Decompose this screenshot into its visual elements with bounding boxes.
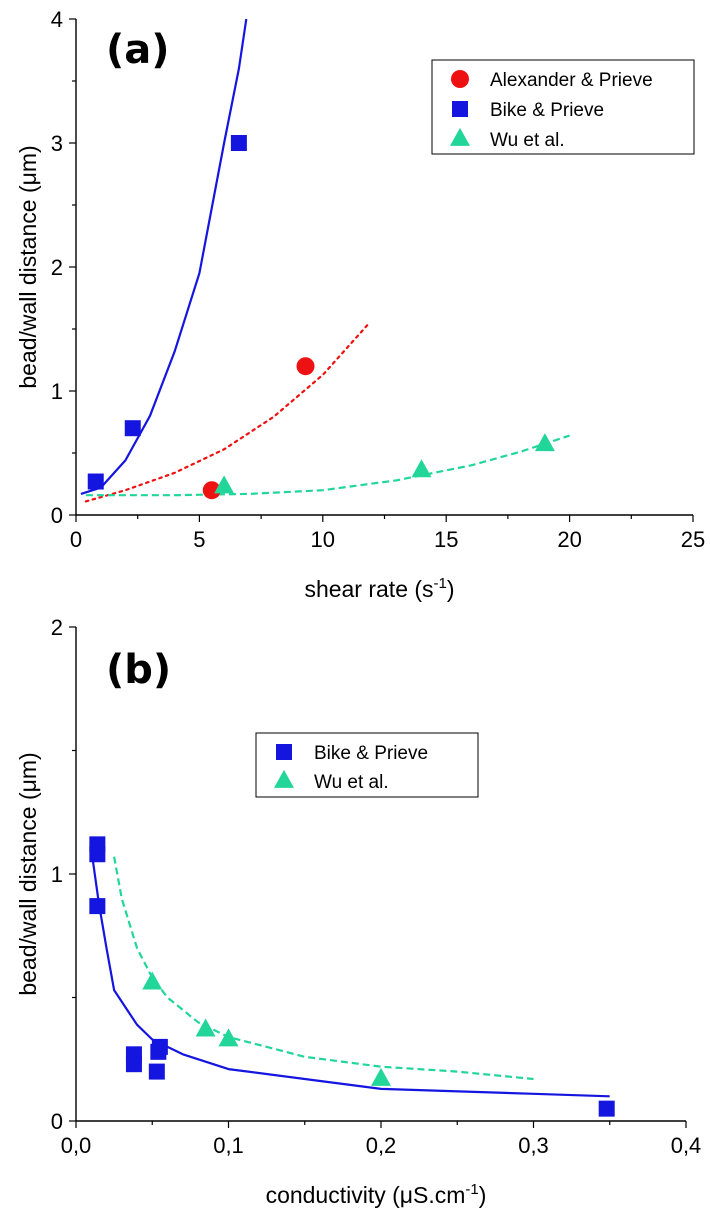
legend-marker-triangle xyxy=(450,127,470,146)
x-axis-title: shear rate (s-1) xyxy=(304,575,454,602)
fit-line-triangle xyxy=(113,856,534,1081)
panel-label: (b) xyxy=(106,647,171,693)
data-point-circle xyxy=(296,357,315,376)
x-tick-label: 5 xyxy=(193,527,205,552)
legend-marker-triangle xyxy=(274,769,294,788)
fit-line-triangle xyxy=(85,434,570,497)
x-axis-title-main: shear rate (s xyxy=(304,576,433,602)
y-tick-label: 2 xyxy=(51,615,63,640)
x-tick-label: 25 xyxy=(681,527,705,552)
fit-line-circle xyxy=(84,324,369,503)
x-tick-label: 0,3 xyxy=(518,1133,549,1158)
legend-label: Bike & Prieve xyxy=(490,100,604,121)
y-tick-label: 1 xyxy=(51,862,63,887)
data-point-triangle xyxy=(411,459,432,478)
x-tick-label: 15 xyxy=(434,527,458,552)
legend: Bike & Prieve Wu et al. xyxy=(255,732,479,798)
x-axis-title-tail: ) xyxy=(479,1182,487,1208)
data-point-square xyxy=(148,1063,165,1080)
data-point-square xyxy=(125,1056,142,1073)
x-axis-title-sup: -1 xyxy=(465,1181,478,1198)
y-tick-label: 0 xyxy=(51,503,63,528)
x-tick-label: 0,4 xyxy=(671,1133,702,1158)
y-tick-label: 1 xyxy=(51,379,63,404)
data-point-square xyxy=(87,473,104,490)
data-point-circle xyxy=(202,481,221,500)
data-point-triangle xyxy=(142,971,163,990)
data-point-triangle xyxy=(195,1018,216,1037)
legend-label: Bike & Prieve xyxy=(314,743,428,764)
data-point-triangle xyxy=(218,1028,239,1047)
y-tick-label: 4 xyxy=(51,7,63,32)
data-point-square xyxy=(89,898,106,915)
x-tick-label: 20 xyxy=(557,527,581,552)
x-tick-label: 10 xyxy=(311,527,335,552)
legend-marker-circle xyxy=(451,70,469,88)
panel-a: 0 5 10 15 20 25 0 1 2 3 4 shear rate (s-1) bead/wall… xyxy=(15,7,705,602)
y-axis-title: bead/wall distance (μm) xyxy=(15,145,41,388)
fit-line-square xyxy=(80,18,248,495)
y-tick-label: 0 xyxy=(51,1109,63,1134)
y-tick-label: 2 xyxy=(51,255,63,280)
legend-box xyxy=(431,59,695,155)
x-axis-title: conductivity (μS.cm-1) xyxy=(266,1181,487,1208)
x-tick-label: 0 xyxy=(70,527,82,552)
x-axis-title-main: conductivity (μS.cm xyxy=(266,1182,466,1208)
x-axis-title-sup: -1 xyxy=(434,575,447,592)
data-point-square xyxy=(151,1038,168,1055)
data-point-square xyxy=(598,1100,615,1117)
data-point-triangle xyxy=(371,1067,391,1086)
fit-line-square xyxy=(90,849,610,1098)
panel-label: (a) xyxy=(106,27,170,73)
panel-b: 0,0 0,1 0,2 0,3 0,4 0 1 2 conductivity (μS.cm-1)… xyxy=(15,615,701,1208)
legend-label: Wu et al. xyxy=(490,130,565,151)
x-tick-label: 0,1 xyxy=(213,1133,244,1158)
data-point-square xyxy=(89,846,106,863)
legend-label: Wu et al. xyxy=(314,772,389,793)
data-point-triangle xyxy=(534,433,555,452)
legend-marker-square xyxy=(452,101,468,117)
y-axis-title: bead/wall distance (μm) xyxy=(15,752,41,995)
legend-label: Alexander & Prieve xyxy=(490,70,653,91)
data-point-square xyxy=(124,420,141,437)
legend-marker-square xyxy=(276,744,292,760)
x-tick-label: 0,2 xyxy=(366,1133,397,1158)
x-tick-label: 0,0 xyxy=(61,1133,92,1158)
legend: Alexander & Prieve Bike & Prieve Wu et al. xyxy=(431,59,695,155)
y-tick-label: 3 xyxy=(51,131,63,156)
data-point-triangle xyxy=(214,475,235,494)
data-point-square xyxy=(230,135,247,151)
x-axis-title-tail: ) xyxy=(447,576,455,602)
